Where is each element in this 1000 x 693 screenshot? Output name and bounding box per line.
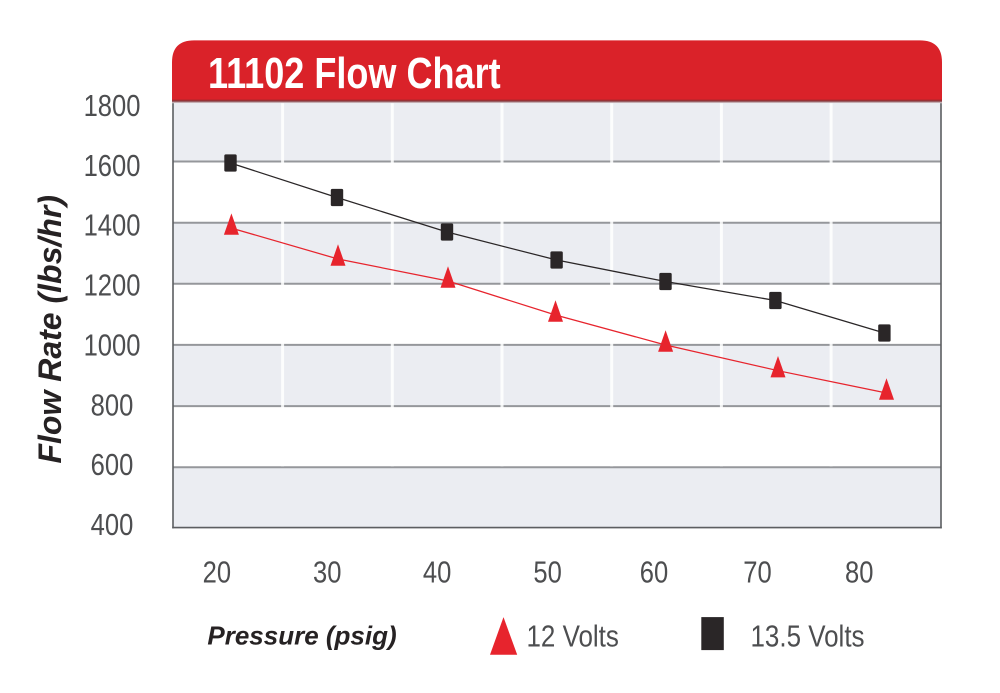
svg-text:Pressure (psig): Pressure (psig): [207, 621, 396, 651]
svg-text:30: 30: [313, 555, 341, 590]
svg-text:60: 60: [640, 555, 668, 590]
svg-text:12 Volts: 12 Volts: [527, 619, 619, 654]
svg-text:40: 40: [423, 555, 451, 590]
svg-text:1800: 1800: [84, 89, 141, 124]
svg-text:400: 400: [91, 508, 134, 543]
svg-text:13.5 Volts: 13.5 Volts: [751, 619, 865, 654]
svg-text:1400: 1400: [84, 208, 141, 243]
svg-text:800: 800: [91, 388, 134, 423]
svg-text:80: 80: [845, 555, 873, 590]
svg-text:11102 Flow Chart: 11102 Flow Chart: [208, 49, 501, 98]
svg-text:1200: 1200: [84, 268, 141, 303]
svg-text:1600: 1600: [84, 149, 141, 184]
svg-text:1000: 1000: [84, 328, 141, 363]
svg-text:20: 20: [203, 555, 231, 590]
svg-text:Flow Rate (lbs/hr): Flow Rate (lbs/hr): [32, 195, 68, 463]
svg-text:70: 70: [743, 555, 771, 590]
svg-text:50: 50: [533, 555, 561, 590]
svg-text:600: 600: [91, 448, 134, 483]
